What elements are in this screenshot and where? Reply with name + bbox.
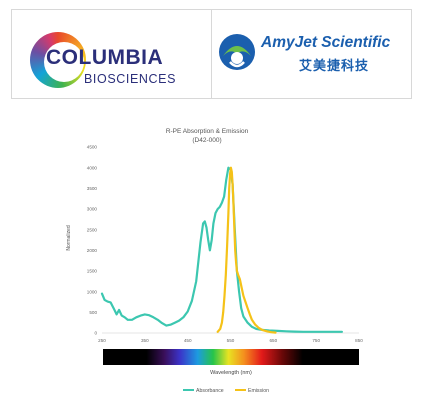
banner-divider [211, 10, 212, 98]
y-tick-label: 500 [89, 310, 97, 315]
y-tick-label: 0 [94, 331, 97, 336]
chart-title: R-PE Absorption & Emission [166, 128, 249, 135]
color-ring-icon [30, 32, 86, 88]
x-axis-label: Wavelength (nm) [210, 370, 252, 376]
y-tick-label: 4500 [87, 145, 98, 150]
x-tick-label: 750 [312, 338, 320, 343]
amyjet-logo-chinese: 艾美捷科技 [299, 58, 370, 73]
x-tick-label: 850 [355, 338, 363, 343]
logo-banner: COLUMBIA BIOSCIENCES AmyJet Scientific 艾… [11, 9, 412, 99]
y-tick-labels: 0 500 1000 1500 2000 2500 3000 3500 4000 4500 [87, 145, 98, 336]
x-tick-label: 550 [227, 338, 235, 343]
columbia-biosciences-logo: COLUMBIA BIOSCIENCES [22, 24, 202, 88]
visible-spectrum-bar [103, 349, 359, 365]
x-tick-label: 450 [184, 338, 192, 343]
y-axis-label: Normalized [66, 225, 72, 251]
x-tick-label: 350 [141, 338, 149, 343]
columbia-logo-name: COLUMBIA [46, 46, 164, 69]
y-tick-label: 4000 [87, 165, 98, 170]
amyjet-logo-name: AmyJet Scientific [261, 34, 391, 51]
series-line-absorbance [100, 166, 343, 333]
x-tick-label: 250 [98, 338, 106, 343]
legend-label: Emission [248, 388, 269, 394]
series-line-emission [216, 166, 277, 334]
x-tick-labels: 250 350 450 550 650 750 850 [98, 338, 363, 343]
y-tick-label: 1500 [87, 269, 98, 274]
amyjet-scientific-logo: AmyJet Scientific 艾美捷科技 [217, 28, 407, 78]
y-tick-label: 2500 [87, 227, 98, 232]
y-tick-label: 3000 [87, 207, 98, 212]
y-tick-label: 2000 [87, 248, 98, 253]
chart-legend: Absorbance Emission [183, 388, 269, 394]
legend-label: Absorbance [196, 388, 224, 394]
y-tick-label: 3500 [87, 186, 98, 191]
amyjet-emblem-icon [219, 34, 255, 70]
columbia-logo-subtitle: BIOSCIENCES [84, 72, 177, 86]
y-tick-label: 1000 [87, 289, 98, 294]
series-layer [100, 166, 343, 334]
chart-subtitle: (D42-000) [192, 137, 221, 144]
x-tick-label: 650 [269, 338, 277, 343]
